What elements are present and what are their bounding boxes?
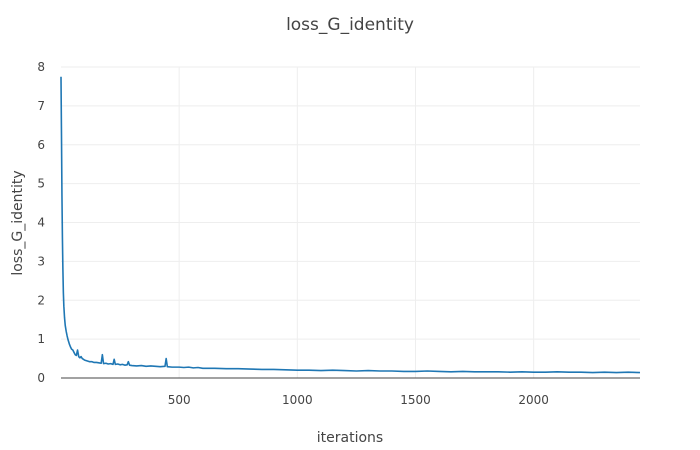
- y-tick-label: 8: [37, 60, 45, 74]
- y-tick-label: 4: [37, 216, 45, 230]
- series-layer: [60, 76, 641, 374]
- axes: 0 1 2 3 4 5 6 7 8 500 1000 1500 2000: [37, 60, 640, 407]
- y-tick-label: 6: [37, 138, 45, 152]
- y-tick-label: 5: [37, 177, 45, 191]
- x-tick-label: 1500: [400, 393, 431, 407]
- x-tick-label: 2000: [518, 393, 549, 407]
- series-line-0: [60, 76, 641, 374]
- x-axis-title: iterations: [317, 430, 383, 446]
- y-tick-label: 3: [37, 254, 45, 268]
- y-tick-label: 2: [37, 293, 45, 307]
- x-tick-label: 500: [168, 393, 191, 407]
- y-axis-title: loss_G_identity: [10, 170, 26, 275]
- y-tick-label: 0: [37, 371, 45, 385]
- chart-title: loss_G_identity: [286, 15, 414, 35]
- grid-lines: [61, 66, 640, 378]
- x-tick-label: 1000: [282, 393, 313, 407]
- y-tick-label: 7: [37, 99, 45, 113]
- y-tick-label: 1: [37, 332, 45, 346]
